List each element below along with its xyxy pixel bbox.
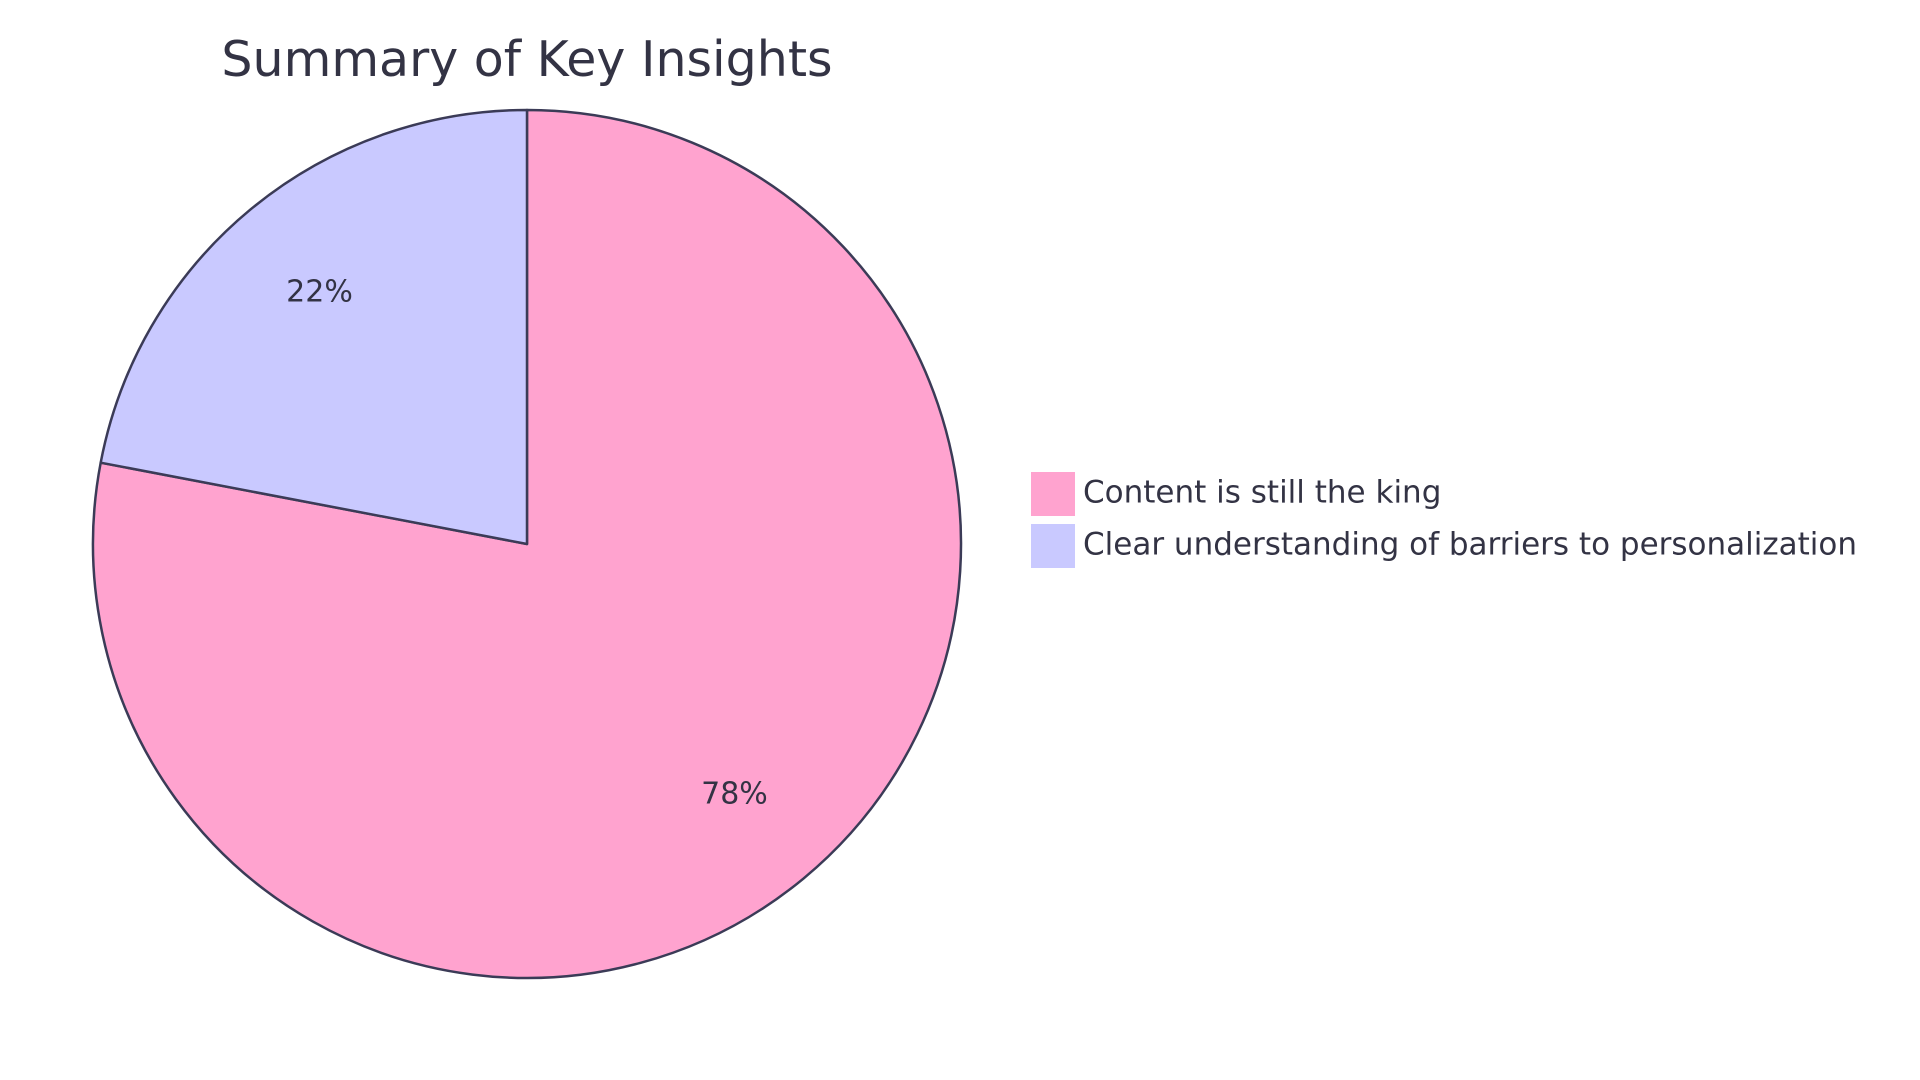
chart-title: Summary of Key Insights	[221, 31, 832, 88]
legend-item-clear-understanding-of-barriers-to-personalization: Clear understanding of barriers to perso…	[1031, 524, 1857, 568]
pie-slice-clear-understanding-of-barriers-to-personalization	[99, 108, 529, 546]
pie-slice-labels: 78% 22%	[286, 275, 768, 812]
slice-label-content-is-still-the-king: 78%	[701, 776, 768, 811]
legend-label: Clear understanding of barriers to perso…	[1083, 527, 1857, 563]
legend-swatch	[1031, 472, 1075, 516]
pie-slices	[91, 108, 963, 980]
legend-item-content-is-still-the-king: Content is still the king	[1031, 472, 1441, 516]
legend-swatch	[1031, 524, 1075, 568]
chart-legend: Content is still the king Clear understan…	[1031, 472, 1857, 568]
pie-slice-content-is-still-the-king	[91, 108, 963, 980]
legend-label: Content is still the king	[1083, 475, 1441, 511]
slice-label-clear-understanding-of-barriers-to-personalization: 22%	[286, 275, 353, 310]
